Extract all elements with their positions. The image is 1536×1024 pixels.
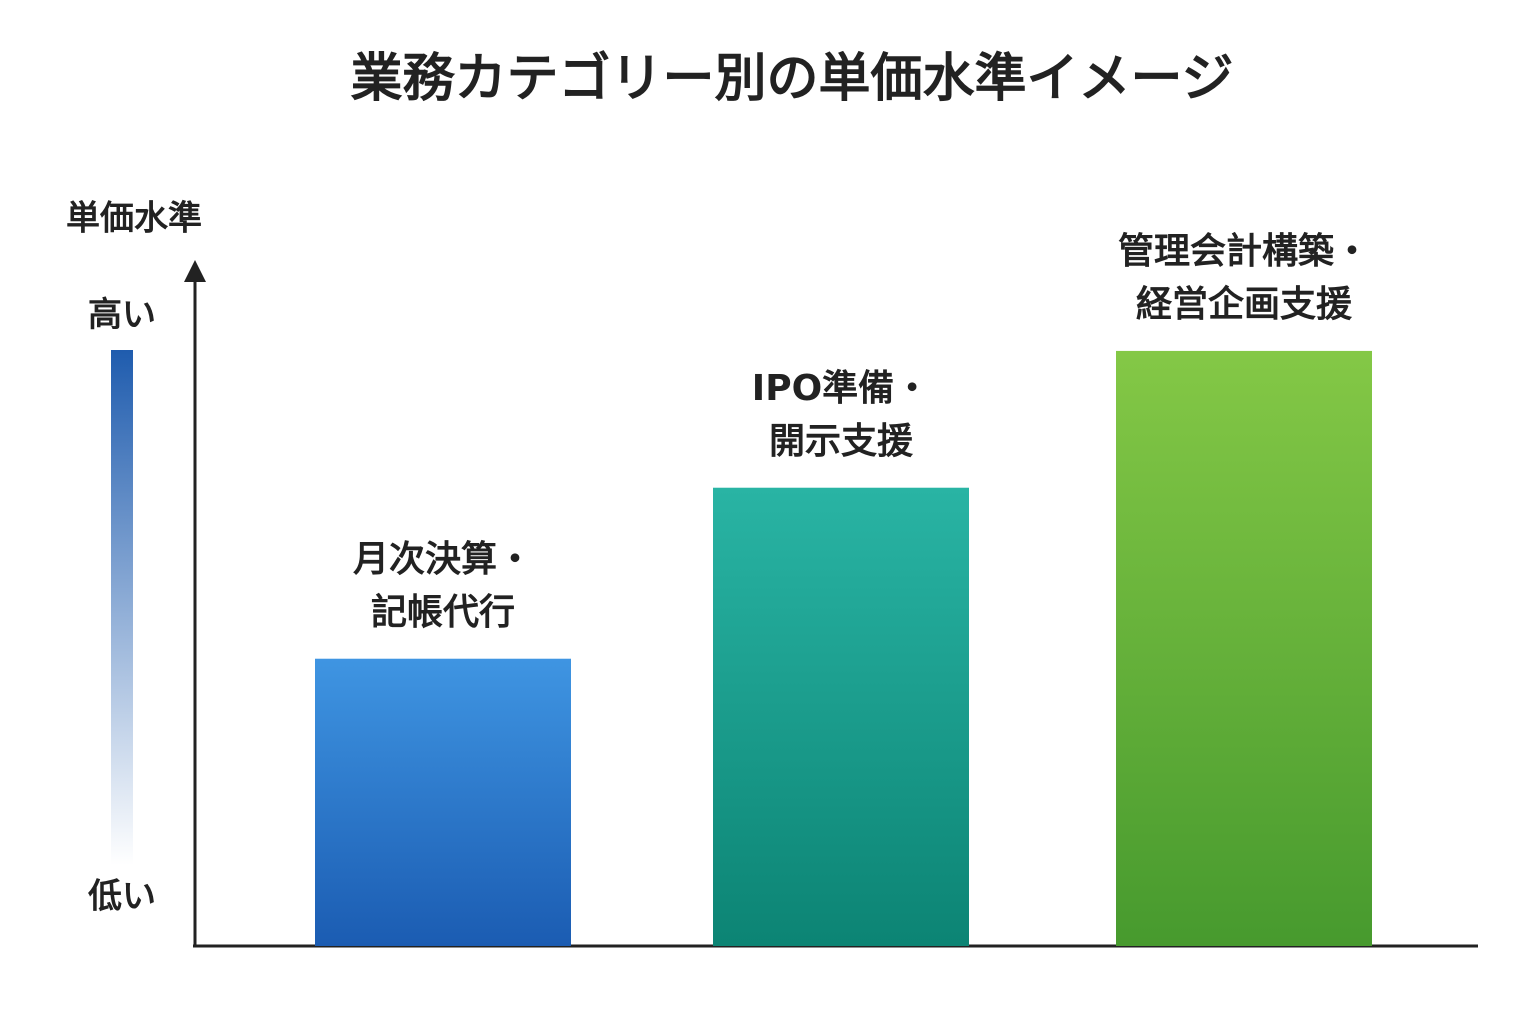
chart-title: 業務カテゴリー別の単価水準イメージ xyxy=(351,49,1234,109)
level-gradient xyxy=(111,350,133,865)
category-label: 月次決算・ 記帳代行 xyxy=(352,538,533,633)
y-tick-label: 高い xyxy=(88,295,156,335)
bar xyxy=(1116,350,1372,946)
bar xyxy=(315,658,571,946)
bar xyxy=(713,487,969,946)
y-axis-arrow xyxy=(184,260,206,282)
category-label: IPO準備・ 開示支援 xyxy=(751,367,931,462)
y-tick-label: 低い xyxy=(88,877,156,917)
category-label: 管理会計構築・ 経営企画支援 xyxy=(1117,230,1370,325)
y-axis-label: 単価水準 xyxy=(66,199,202,239)
